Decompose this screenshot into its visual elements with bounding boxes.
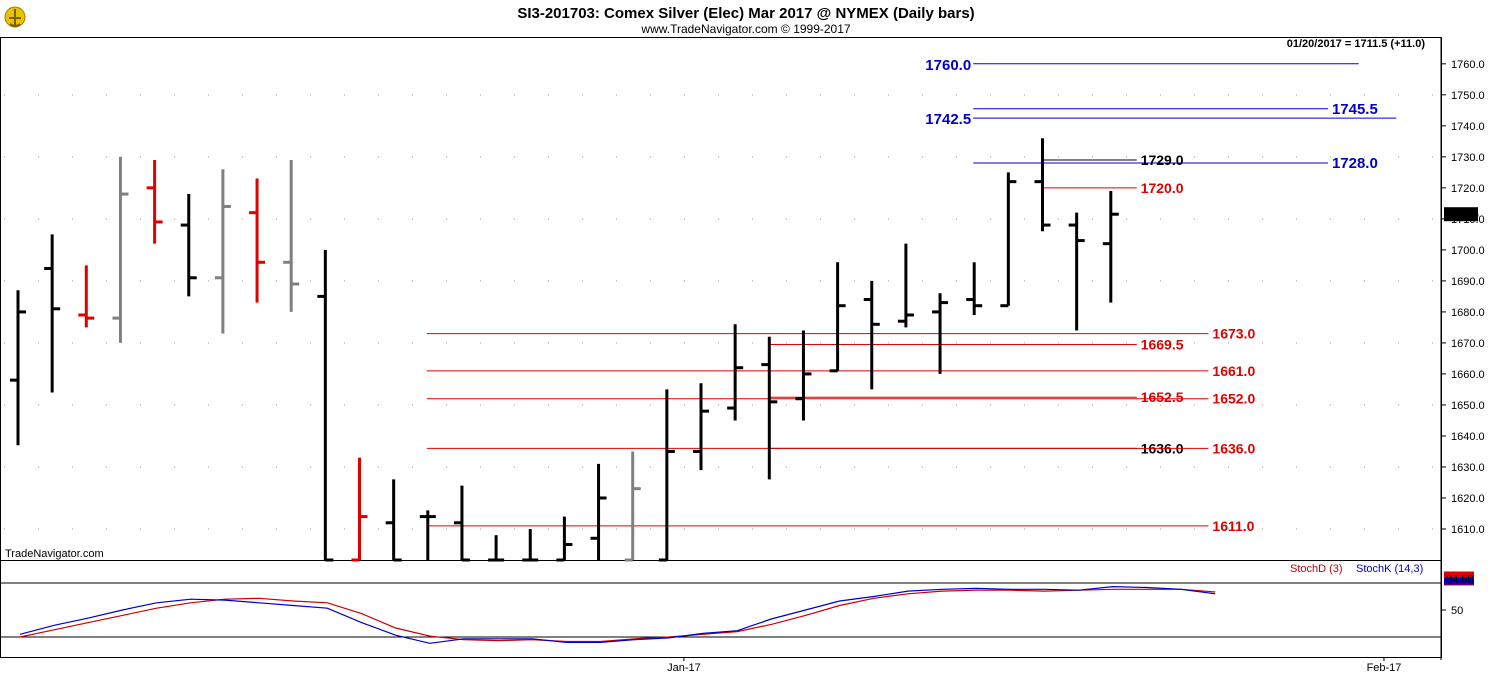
level-label: 1661.0: [1212, 363, 1255, 379]
price-tick-label: 1610.0: [1451, 524, 1485, 536]
chart-subtitle: www.TradeNavigator.com © 1999-2017: [640, 22, 850, 36]
stoch-panel: 50 84.68: [1, 571, 1474, 644]
stoch-k-legend: StochK (14,3): [1356, 563, 1423, 575]
level-label: 1611.0: [1212, 518, 1254, 534]
levels: 1760.0 1742.5 1745.5 1728.0 1729.0 1720.0 1673…: [426, 57, 1397, 534]
last-price-label: 1711.5: [1446, 209, 1479, 221]
price-tick-label: 1670.0: [1451, 338, 1485, 350]
price-tick-label: 1750.0: [1451, 90, 1485, 102]
price-tick-label: 1740.0: [1451, 121, 1485, 133]
level-label: 1742.5: [925, 111, 971, 128]
stoch-k-line: [19, 585, 1216, 644]
level-label: 1636.0: [1212, 440, 1255, 456]
price-panel-border: [0, 37, 1442, 561]
last-bar-readout: 01/20/2017 = 1711.5 (+11.0): [1287, 38, 1426, 50]
price-bars: [10, 138, 1119, 562]
price-axis: 1610.0 1620.0 1630.0 1640.0 1650.0 1660.0 1670…: [1441, 59, 1485, 536]
stoch-last-box-k: [1444, 577, 1474, 585]
logo-icon: [4, 6, 26, 28]
price-tick-label: 1690.0: [1451, 276, 1485, 288]
price-tick-label: 1680.0: [1451, 307, 1485, 319]
chart-title: SI3-201703: Comex Silver (Elec) Mar 2017…: [517, 5, 974, 22]
level-label: 1745.5: [1332, 101, 1378, 118]
stoch-last-label: 84.68: [1446, 574, 1474, 586]
price-tick-label: 1650.0: [1451, 400, 1485, 412]
level-label: 1669.5: [1141, 336, 1184, 352]
date-axis: Jan-17 Feb-17: [667, 657, 1401, 674]
level-label: 1720.0: [1141, 180, 1184, 196]
price-tick-label: 1660.0: [1451, 369, 1485, 381]
last-price-box: [1444, 207, 1478, 222]
stoch-panel-border: [0, 560, 1442, 658]
price-tick-label: 1640.0: [1451, 431, 1485, 443]
price-tick-label: 1620.0: [1451, 493, 1485, 505]
date-tick-label: Feb-17: [1367, 662, 1402, 674]
stoch-d-line: [19, 588, 1216, 643]
stoch-d-legend: StochD (3): [1290, 563, 1343, 575]
level-label: 1729.0: [1141, 152, 1184, 168]
level-label: 1652.5: [1141, 389, 1184, 405]
date-tick-label: Jan-17: [667, 662, 701, 674]
price-grid: [4, 94, 1438, 530]
last-price-marker: 1711.5: [1444, 207, 1479, 222]
price-tick-label: 1720.0: [1451, 183, 1485, 195]
level-label: 1760.0: [925, 57, 971, 74]
price-tick-label: 1730.0: [1451, 152, 1485, 164]
watermark: TradeNavigator.com: [5, 548, 104, 560]
price-tick-label: 1700.0: [1451, 245, 1485, 257]
level-label: 1728.0: [1332, 155, 1378, 172]
level-label: 1652.0: [1212, 391, 1255, 407]
price-tick-label: 1760.0: [1451, 59, 1485, 71]
stoch-tick-label: 50: [1451, 605, 1463, 617]
level-label: 1673.0: [1212, 326, 1255, 342]
price-tick-label: 1630.0: [1451, 462, 1485, 474]
